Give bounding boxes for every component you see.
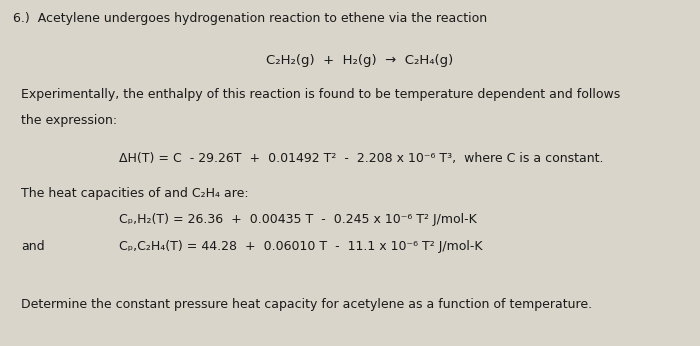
Text: The heat capacities of and C₂H₄ are:: The heat capacities of and C₂H₄ are:: [21, 187, 248, 200]
Text: Determine the constant pressure heat capacity for acetylene as a function of tem: Determine the constant pressure heat cap…: [21, 298, 592, 311]
Text: Experimentally, the enthalpy of this reaction is found to be temperature depende: Experimentally, the enthalpy of this rea…: [21, 88, 620, 101]
Text: and: and: [21, 240, 45, 254]
Text: Cₚ,C₂H₄(T) = 44.28  +  0.06010 T  -  11.1 x 10⁻⁶ T² J/mol-K: Cₚ,C₂H₄(T) = 44.28 + 0.06010 T - 11.1 x …: [119, 240, 482, 254]
Text: C₂H₂(g)  +  H₂(g)  →  C₂H₄(g): C₂H₂(g) + H₂(g) → C₂H₄(g): [266, 54, 454, 67]
Text: the expression:: the expression:: [21, 114, 117, 127]
Text: Cₚ,H₂(T) = 26.36  +  0.00435 T  -  0.245 x 10⁻⁶ T² J/mol-K: Cₚ,H₂(T) = 26.36 + 0.00435 T - 0.245 x 1…: [119, 213, 477, 226]
Text: 6.)  Acetylene undergoes hydrogenation reaction to ethene via the reaction: 6.) Acetylene undergoes hydrogenation re…: [13, 12, 486, 25]
Text: ΔH(T) = C  - 29.26T  +  0.01492 T²  -  2.208 x 10⁻⁶ T³,  where C is a constant.: ΔH(T) = C - 29.26T + 0.01492 T² - 2.208 …: [119, 152, 603, 165]
